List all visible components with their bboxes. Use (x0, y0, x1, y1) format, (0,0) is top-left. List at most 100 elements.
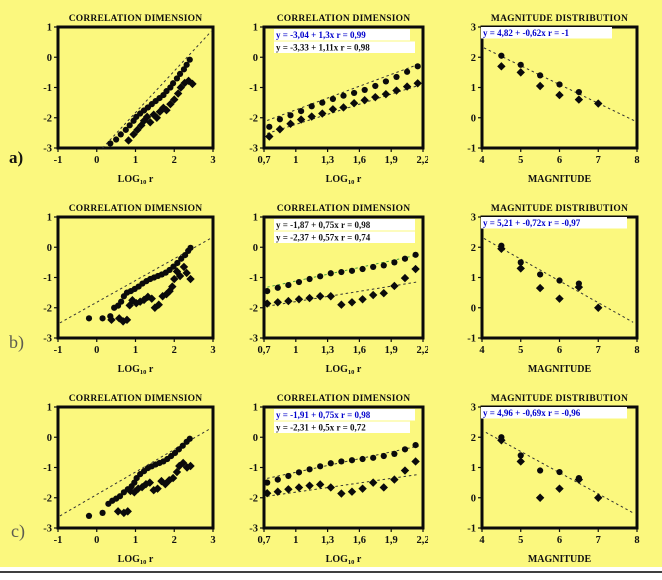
x-tick-label: 8 (634, 535, 639, 546)
data-point-diamond (337, 489, 346, 498)
data-point-circle (175, 446, 182, 453)
data-point-diamond (400, 466, 410, 475)
chart-title: CORRELATION DIMENSION (69, 204, 203, 214)
equation-label: y = -2,37 + 0,57x r = 0,74 (276, 233, 371, 243)
x-tick-label: 4 (479, 345, 485, 356)
data-point-diamond (262, 299, 272, 308)
data-point-diamond (275, 125, 285, 134)
data-point-circle (187, 244, 194, 251)
data-point-circle (107, 140, 114, 147)
data-point-circle (317, 463, 324, 470)
x-tick-label: 4 (479, 535, 485, 546)
x-axis-label: MAGNITUDE (528, 554, 592, 565)
x-tick-label: 1,9 (385, 535, 398, 546)
chart-title: CORRELATION DIMENSION (277, 394, 411, 404)
data-point-diamond (305, 481, 314, 490)
y-tick-label: -1 (467, 524, 476, 535)
regression-line (483, 47, 636, 122)
chart-a2-correlation-dimension-fit: 0,7 1 1,3 1,6 1,9 2,2 1 0 -1 -2 -3 y = -3,04 + 1,3x… (238, 12, 429, 195)
x-tick-label: 1,6 (353, 345, 366, 356)
y-tick-label: 3 (471, 23, 476, 34)
x-tick-label: 1,6 (353, 155, 366, 166)
x-tick-label: 0,7 (257, 155, 270, 166)
data-point-diamond (555, 484, 564, 493)
plot-frame (56, 405, 215, 530)
equation-label: y = 4,82 + -0,62x r = -1 (483, 28, 569, 38)
data-point-diamond (158, 292, 167, 301)
plot-frame (56, 215, 215, 340)
equation-background (274, 219, 415, 231)
data-point-diamond (186, 461, 195, 471)
x-axis-label: LOG10 r (326, 554, 362, 566)
x-tick-label: 3 (210, 345, 215, 356)
plot-frame (480, 405, 639, 530)
data-point-diamond (119, 508, 129, 518)
data-point-diamond (390, 281, 399, 291)
data-point-circle (556, 81, 563, 88)
data-point-circle (556, 468, 563, 476)
data-point-circle (183, 61, 190, 68)
data-point-diamond (180, 78, 189, 88)
data-point-diamond (170, 274, 179, 284)
equation-label: y = -1,87 + 0,75x r = 0,98 (276, 220, 371, 230)
data-point-diamond (188, 79, 197, 89)
data-point-circle (351, 89, 358, 97)
x-tick-label: 3 (210, 155, 215, 166)
data-point-diamond (497, 436, 506, 445)
data-point-diamond (294, 483, 304, 492)
data-point-diamond (150, 303, 160, 312)
y-tick-label: -3 (43, 144, 52, 155)
x-tick-label: 2,2 (416, 535, 428, 546)
y-tick-label: 1 (47, 213, 52, 224)
regression-line (485, 431, 634, 514)
data-point-diamond (162, 289, 171, 299)
y-tick-label: -2 (43, 113, 52, 124)
x-tick-label: 2,2 (416, 155, 428, 166)
data-point-diamond (368, 478, 378, 487)
chart-canvas-c2: 0,7 1 1,3 1,6 1,9 2,2 1 0 -1 -2 -3 y = -1,91 + 0,75… (249, 394, 429, 566)
data-point-diamond (413, 79, 422, 88)
x-tick-label: 4 (479, 155, 485, 166)
data-point-diamond (326, 292, 335, 301)
data-point-circle (274, 476, 281, 483)
x-tick-label: 0 (94, 535, 99, 546)
data-point-diamond (294, 295, 304, 304)
data-point-circle (285, 281, 292, 289)
data-point-circle (295, 278, 303, 286)
data-point-diamond (535, 493, 545, 502)
data-point-diamond (154, 300, 163, 309)
y-tick-label: 1 (47, 403, 52, 414)
y-tick-label: 2 (471, 433, 476, 444)
equation-label: y = -3,04 + 1,3x r = 0,99 (276, 30, 366, 40)
data-point-circle (348, 457, 356, 464)
data-point-diamond (284, 296, 293, 306)
data-point-circle (264, 288, 271, 295)
y-tick-label: 0 (253, 433, 258, 444)
data-point-circle (176, 70, 184, 77)
x-tick-label: 1 (293, 345, 298, 356)
data-point-circle (266, 123, 273, 130)
data-point-diamond (307, 112, 316, 121)
y-tick-label: -1 (249, 273, 258, 284)
data-point-circle (182, 252, 189, 259)
plot-frame (262, 215, 425, 340)
x-axis-label: LOG10 r (118, 554, 154, 566)
chart-canvas-c1: -1 0 1 2 3 1 0 -1 -2 -3 CORRELATION DIMENSION LOG10… (43, 394, 215, 566)
chart-title: CORRELATION DIMENSION (69, 14, 203, 24)
x-tick-label: 3 (210, 535, 215, 546)
regression-line (102, 31, 212, 149)
data-point-circle (517, 259, 524, 266)
x-tick-label: 2 (172, 345, 177, 356)
x-tick-label: 0,7 (257, 345, 270, 356)
data-point-circle (359, 455, 366, 463)
data-point-diamond (328, 105, 338, 114)
data-point-circle (338, 268, 345, 276)
data-point-circle (348, 267, 356, 274)
x-tick-label: -1 (54, 535, 63, 546)
chart-canvas-b1: -1 0 1 2 3 1 0 -1 -2 -3 CORRELATION DIMENSION LOG10… (43, 204, 215, 376)
y-tick-label: -2 (43, 303, 52, 314)
data-point-diamond (555, 90, 564, 100)
data-point-circle (537, 72, 544, 79)
data-point-circle (169, 80, 177, 87)
data-point-diamond (137, 482, 147, 492)
